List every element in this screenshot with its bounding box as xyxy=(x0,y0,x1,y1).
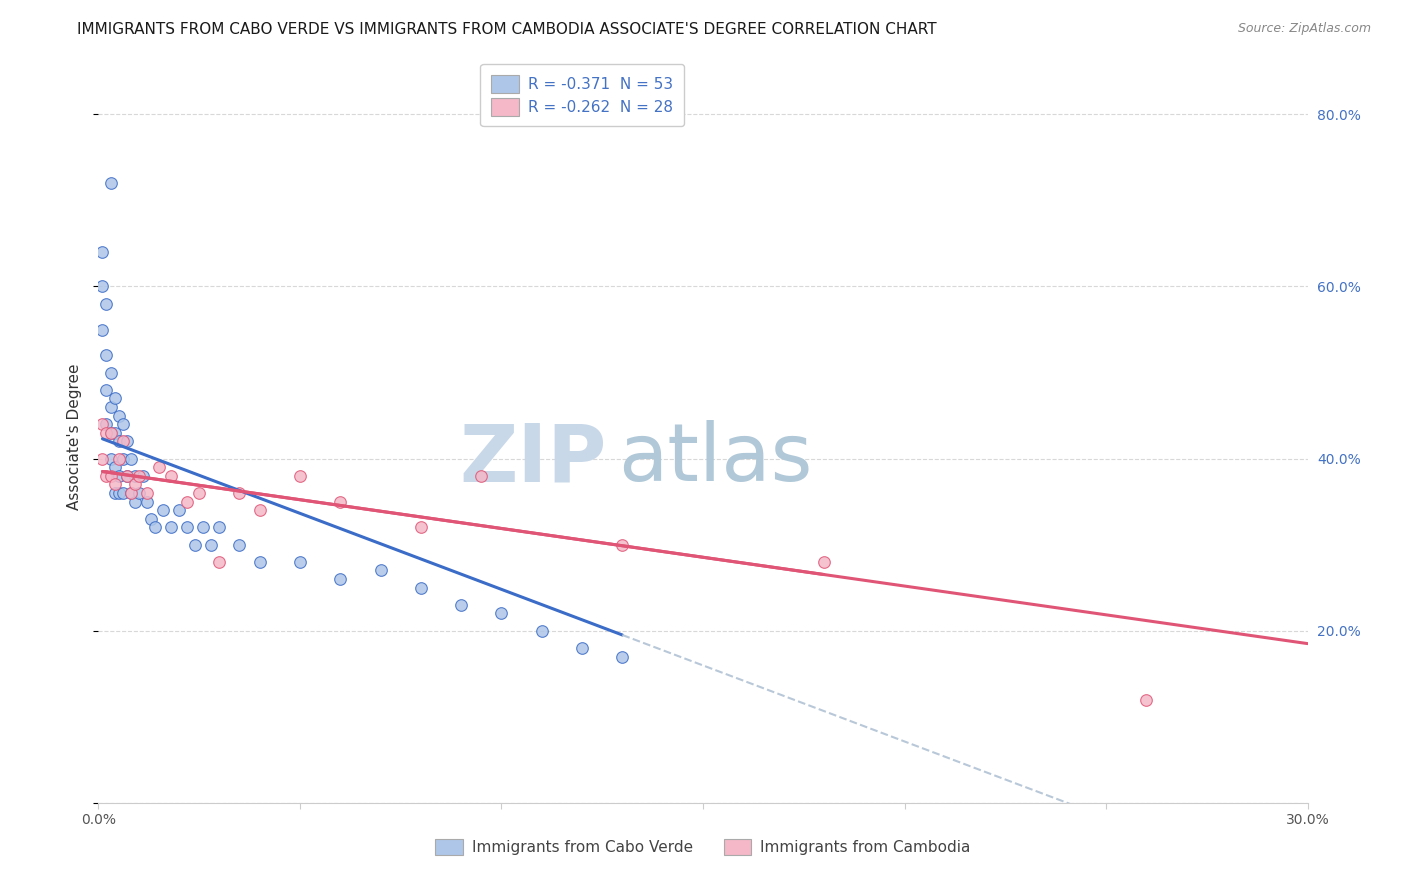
Point xyxy=(288,468,311,483)
Point xyxy=(409,520,432,534)
Point xyxy=(228,486,250,500)
Point xyxy=(184,538,207,552)
Point xyxy=(103,486,125,500)
Point xyxy=(107,451,129,466)
Point xyxy=(139,512,162,526)
Point xyxy=(111,486,134,500)
Point xyxy=(103,425,125,440)
Point xyxy=(96,383,118,397)
Point xyxy=(100,176,122,190)
Point xyxy=(111,434,134,449)
Point xyxy=(128,486,150,500)
Point xyxy=(167,503,190,517)
Point xyxy=(107,486,129,500)
Point xyxy=(107,434,129,449)
Text: ZIP: ZIP xyxy=(458,420,606,498)
Point xyxy=(135,486,157,500)
Point xyxy=(128,468,150,483)
Point xyxy=(124,468,146,483)
Point xyxy=(100,425,122,440)
Point xyxy=(100,468,122,483)
Point xyxy=(96,468,118,483)
Point xyxy=(188,486,211,500)
Point xyxy=(91,322,114,336)
Point xyxy=(329,572,352,586)
Point xyxy=(491,607,513,621)
Point xyxy=(100,366,122,380)
Point xyxy=(124,477,146,491)
Text: Source: ZipAtlas.com: Source: ZipAtlas.com xyxy=(1237,22,1371,36)
Point xyxy=(612,538,634,552)
Point xyxy=(115,434,138,449)
Point xyxy=(135,494,157,508)
Point xyxy=(1135,692,1157,706)
Point xyxy=(111,451,134,466)
Text: atlas: atlas xyxy=(619,420,813,498)
Point xyxy=(288,555,311,569)
Point xyxy=(100,425,122,440)
Point xyxy=(450,598,472,612)
Point xyxy=(103,460,125,475)
Point xyxy=(111,417,134,432)
Point xyxy=(120,486,142,500)
Point xyxy=(176,494,198,508)
Point xyxy=(100,400,122,414)
Point xyxy=(160,520,183,534)
Point xyxy=(329,494,352,508)
Point xyxy=(107,468,129,483)
Point xyxy=(249,503,271,517)
Y-axis label: Associate's Degree: Associate's Degree xyxy=(67,364,83,510)
Point xyxy=(208,555,231,569)
Point xyxy=(132,468,155,483)
Point xyxy=(200,538,222,552)
Point xyxy=(91,417,114,432)
Point xyxy=(143,520,166,534)
Point xyxy=(103,477,125,491)
Point xyxy=(208,520,231,534)
Point xyxy=(370,564,392,578)
Point xyxy=(120,451,142,466)
Point xyxy=(91,451,114,466)
Point xyxy=(96,296,118,310)
Point xyxy=(107,409,129,423)
Point xyxy=(103,392,125,406)
Point xyxy=(148,460,170,475)
Point xyxy=(176,520,198,534)
Point xyxy=(115,468,138,483)
Point xyxy=(100,451,122,466)
Point xyxy=(571,640,593,655)
Point xyxy=(530,624,553,638)
Point xyxy=(193,520,215,534)
Point xyxy=(96,348,118,362)
Point xyxy=(409,581,432,595)
Point xyxy=(124,494,146,508)
Text: IMMIGRANTS FROM CABO VERDE VS IMMIGRANTS FROM CAMBODIA ASSOCIATE'S DEGREE CORREL: IMMIGRANTS FROM CABO VERDE VS IMMIGRANTS… xyxy=(77,22,936,37)
Point xyxy=(96,417,118,432)
Legend: Immigrants from Cabo Verde, Immigrants from Cambodia: Immigrants from Cabo Verde, Immigrants f… xyxy=(429,833,977,861)
Point xyxy=(91,245,114,260)
Point xyxy=(470,468,492,483)
Point xyxy=(96,425,118,440)
Point xyxy=(612,649,634,664)
Point xyxy=(813,555,835,569)
Point xyxy=(91,279,114,293)
Point xyxy=(115,468,138,483)
Point xyxy=(120,486,142,500)
Point xyxy=(160,468,183,483)
Point xyxy=(228,538,250,552)
Point xyxy=(152,503,174,517)
Point xyxy=(249,555,271,569)
